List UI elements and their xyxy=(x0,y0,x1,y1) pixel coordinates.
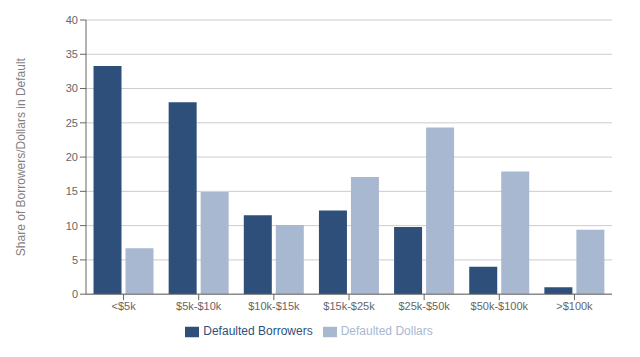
svg-text:20: 20 xyxy=(66,151,78,163)
svg-text:40: 40 xyxy=(66,14,78,26)
svg-text:$15k-$25k: $15k-$25k xyxy=(323,300,375,312)
svg-text:$5k-$10k: $5k-$10k xyxy=(176,300,222,312)
svg-text:30: 30 xyxy=(66,82,78,94)
svg-text:10: 10 xyxy=(66,220,78,232)
svg-text:15: 15 xyxy=(66,185,78,197)
html-text:Defaulted Dollars: Defaulted Dollars xyxy=(340,324,433,339)
svg-text:35: 35 xyxy=(66,48,78,60)
svg-text:$50k-$100k: $50k-$100k xyxy=(471,300,529,312)
svg-text:>$100k: >$100k xyxy=(556,300,593,312)
html-text:Defaulted Borrowers: Defaulted Borrowers xyxy=(203,324,313,339)
svg-text:$25k-$50k: $25k-$50k xyxy=(398,300,450,312)
svg-text:5: 5 xyxy=(72,254,78,266)
svg-text:0: 0 xyxy=(72,288,78,300)
svg-text:Share of Borrowers/Dollars in: Share of Borrowers/Dollars in Default xyxy=(14,57,28,256)
svg-text:<$5k: <$5k xyxy=(111,300,136,312)
svg-text:$10k-$15k: $10k-$15k xyxy=(248,300,300,312)
svg-text:25: 25 xyxy=(66,117,78,129)
